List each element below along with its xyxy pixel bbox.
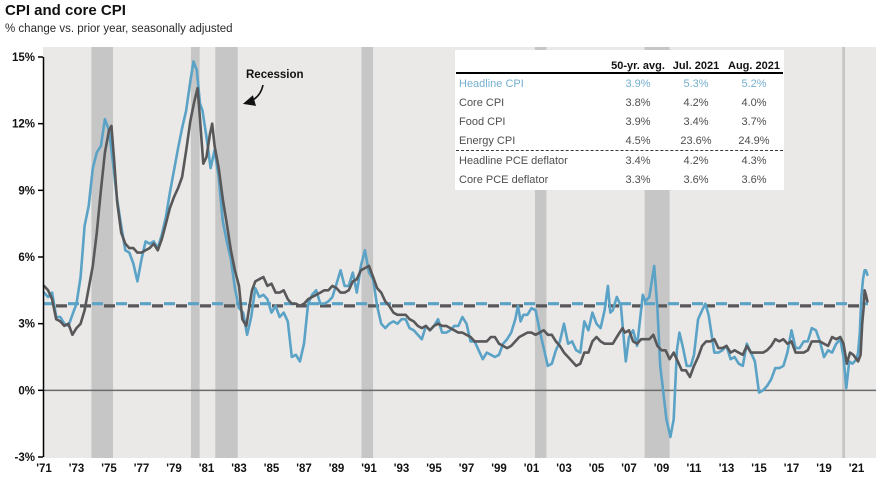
stats-row-5: Core PCE deflator 3.3% 3.6% 3.6% [456, 170, 783, 189]
x-tick-label-2011: '11 [687, 463, 702, 475]
y-tick-label-6: 6% [18, 252, 35, 264]
stats-col-header-2: Aug. 2021 [728, 60, 780, 72]
y-tick-label-9: 9% [18, 185, 35, 197]
recession-band-6 [842, 47, 845, 458]
cpi-stats-table: 50-yr. avg. Jul. 2021 Aug. 2021 Headline C… [456, 51, 783, 189]
stats-col-header-1: Jul. 2021 [672, 60, 720, 72]
y-tick-label-3: 3% [18, 319, 35, 331]
x-tick-label-1999: '99 [491, 463, 507, 475]
y-tick-label--3: -3% [15, 452, 35, 464]
stats-cell-0-1: 5.3% [683, 77, 709, 90]
stats-table-header: 50-yr. avg. Jul. 2021 Aug. 2021 [456, 51, 783, 74]
x-tick-label-1977: '77 [134, 463, 150, 475]
stats-cell-4-0: 3.4% [625, 154, 651, 167]
stats-cell-5-0: 3.3% [625, 173, 651, 186]
page-title: CPI and core CPI [5, 2, 126, 19]
stats-cell-1-2: 4.0% [741, 96, 767, 109]
stats-cell-1-1: 4.2% [683, 96, 709, 109]
x-tick-label-1993: '93 [394, 463, 410, 475]
stats-cell-5-2: 3.6% [741, 173, 767, 186]
stats-cell-2-0: 3.9% [625, 115, 651, 128]
x-tick-label-2013: '13 [719, 463, 735, 475]
stats-cell-3-0: 4.5% [625, 134, 651, 147]
x-tick-label-2003: '03 [556, 463, 572, 475]
recession-band-3 [361, 47, 374, 458]
chart-subtitle: % change vs. prior year, seasonally adju… [5, 23, 233, 35]
stats-col-header-0: 50-yr. avg. [611, 60, 665, 72]
x-tick-label-2001: '01 [524, 463, 540, 475]
recession-band-2 [215, 47, 238, 458]
series-core-cpi [42, 86, 869, 379]
x-tick-label-2017: '17 [784, 463, 800, 475]
stats-cell-4-2: 4.3% [741, 154, 767, 167]
stats-cell-4-1: 4.2% [683, 154, 709, 167]
stats-cell-3-2: 24.9% [738, 134, 770, 147]
x-tick-label-1983: '83 [231, 463, 247, 475]
y-tick-label-15: 15% [12, 52, 35, 64]
x-tick-label-2005: '05 [589, 463, 605, 475]
x-tick-label-1985: '85 [264, 463, 280, 475]
x-tick-label-2007: '07 [621, 463, 637, 475]
stats-row-label: Headline CPI [459, 77, 524, 90]
stats-row-4: Headline PCE deflator 3.4% 4.2% 4.3% [456, 151, 783, 170]
recession-arrow-icon [242, 84, 264, 106]
recession-band-1 [190, 47, 200, 458]
stats-row-label: Core PCE deflator [459, 173, 549, 186]
y-tick-label-12: 12% [12, 119, 35, 131]
x-tick-label-1995: '95 [426, 463, 442, 475]
stats-row-label: Food CPI [459, 115, 506, 128]
stats-row-label: Headline PCE deflator [459, 154, 568, 167]
x-tick-label-1973: '73 [69, 463, 85, 475]
recession-annotation: Recession [246, 69, 304, 81]
stats-row-1: Core CPI 3.8% 4.2% 4.0% [456, 93, 783, 112]
stats-cell-5-1: 3.6% [683, 173, 709, 186]
stats-row-3: Energy CPI 4.5% 23.6% 24.9% [456, 131, 783, 151]
stats-row-0: Headline CPI 3.9% 5.3% 5.2% [456, 74, 783, 93]
x-tick-label-2015: '15 [751, 463, 767, 475]
x-tick-label-1991: '91 [361, 463, 377, 475]
x-tick-label-1987: '87 [296, 463, 312, 475]
x-tick-label-2009: '09 [654, 463, 670, 475]
stats-cell-0-0: 3.9% [625, 77, 651, 90]
x-tick-label-1997: '97 [459, 463, 475, 475]
x-tick-label-2021: '21 [849, 463, 865, 475]
x-tick-label-1981: '81 [199, 463, 215, 475]
x-tick-label-1971: '71 [36, 463, 52, 475]
stats-row-2: Food CPI 3.9% 3.4% 3.7% [456, 112, 783, 131]
recession-band-0 [91, 47, 114, 458]
recession-band-4 [534, 47, 547, 458]
x-tick-label-1975: '75 [101, 463, 117, 475]
stats-cell-2-2: 3.7% [741, 115, 767, 128]
y-tick-label-0: 0% [18, 385, 35, 397]
x-tick-label-1979: '79 [166, 463, 182, 475]
stats-cell-0-2: 5.2% [741, 77, 767, 90]
stats-cell-1-0: 3.8% [625, 96, 651, 109]
stats-row-label: Core CPI [459, 96, 505, 109]
x-tick-label-1989: '89 [329, 463, 345, 475]
stats-cell-3-1: 23.6% [680, 134, 712, 147]
x-tick-label-2019: '19 [816, 463, 832, 475]
stats-row-label: Energy CPI [459, 134, 516, 147]
stats-cell-2-1: 3.4% [683, 115, 709, 128]
